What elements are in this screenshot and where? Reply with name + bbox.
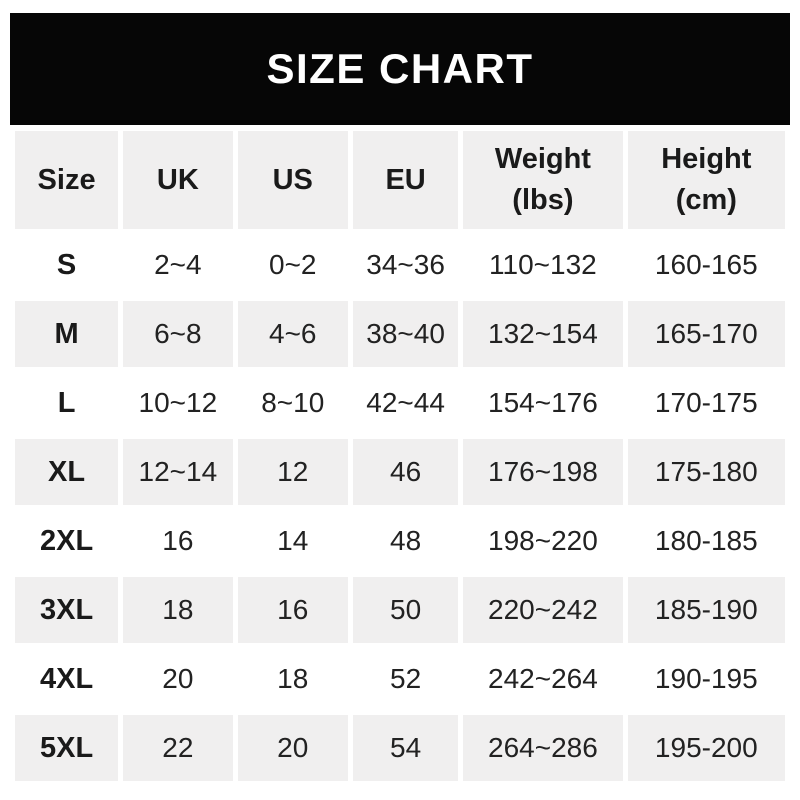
table-header-row: Size UK US EU Weight (lbs) Height (cm) (15, 131, 785, 229)
table-row: M 6~8 4~6 38~40 132~154 165-170 (15, 301, 785, 367)
size-chart-table: Size UK US EU Weight (lbs) Height (cm) S 2~4 0~2 3… (10, 128, 790, 784)
size-label-cell: 4XL (15, 646, 119, 712)
value-cell: 18 (237, 646, 348, 712)
size-label-cell: 2XL (15, 508, 119, 574)
value-cell: 20 (237, 715, 348, 781)
value-cell: 176~198 (463, 439, 623, 505)
title-banner: SIZE CHART (10, 13, 790, 125)
column-header: Size (15, 131, 119, 229)
value-cell: 48 (352, 508, 459, 574)
value-cell: 132~154 (463, 301, 623, 367)
value-cell: 12~14 (123, 439, 233, 505)
table-row: S 2~4 0~2 34~36 110~132 160-165 (15, 232, 785, 298)
value-cell: 16 (237, 577, 348, 643)
size-label-cell: XL (15, 439, 119, 505)
size-label-cell: 5XL (15, 715, 119, 781)
value-cell: 264~286 (463, 715, 623, 781)
value-cell: 154~176 (463, 370, 623, 436)
value-cell: 170-175 (627, 370, 785, 436)
table-body: S 2~4 0~2 34~36 110~132 160-165 M 6~8 4~6 38~40 13… (15, 232, 785, 781)
table-row: 5XL 22 20 54 264~286 195-200 (15, 715, 785, 781)
value-cell: 185-190 (627, 577, 785, 643)
value-cell: 42~44 (352, 370, 459, 436)
value-cell: 12 (237, 439, 348, 505)
column-header: Height (cm) (627, 131, 785, 229)
page-title: SIZE CHART (266, 45, 534, 92)
value-cell: 175-180 (627, 439, 785, 505)
column-header: EU (352, 131, 459, 229)
table-row: XL 12~14 12 46 176~198 175-180 (15, 439, 785, 505)
size-label-cell: S (15, 232, 119, 298)
value-cell: 160-165 (627, 232, 785, 298)
value-cell: 220~242 (463, 577, 623, 643)
value-cell: 180-185 (627, 508, 785, 574)
value-cell: 34~36 (352, 232, 459, 298)
value-cell: 14 (237, 508, 348, 574)
column-header: Weight (lbs) (463, 131, 623, 229)
value-cell: 50 (352, 577, 459, 643)
value-cell: 22 (123, 715, 233, 781)
table-row: L 10~12 8~10 42~44 154~176 170-175 (15, 370, 785, 436)
value-cell: 38~40 (352, 301, 459, 367)
column-header: UK (123, 131, 233, 229)
value-cell: 0~2 (237, 232, 348, 298)
value-cell: 190-195 (627, 646, 785, 712)
table-row: 3XL 18 16 50 220~242 185-190 (15, 577, 785, 643)
value-cell: 8~10 (237, 370, 348, 436)
column-header: US (237, 131, 348, 229)
value-cell: 52 (352, 646, 459, 712)
value-cell: 6~8 (123, 301, 233, 367)
table-row: 2XL 16 14 48 198~220 180-185 (15, 508, 785, 574)
value-cell: 242~264 (463, 646, 623, 712)
value-cell: 165-170 (627, 301, 785, 367)
size-label-cell: L (15, 370, 119, 436)
value-cell: 46 (352, 439, 459, 505)
size-label-cell: 3XL (15, 577, 119, 643)
value-cell: 18 (123, 577, 233, 643)
value-cell: 198~220 (463, 508, 623, 574)
value-cell: 4~6 (237, 301, 348, 367)
value-cell: 2~4 (123, 232, 233, 298)
value-cell: 110~132 (463, 232, 623, 298)
value-cell: 54 (352, 715, 459, 781)
value-cell: 20 (123, 646, 233, 712)
value-cell: 16 (123, 508, 233, 574)
size-label-cell: M (15, 301, 119, 367)
value-cell: 10~12 (123, 370, 233, 436)
table-row: 4XL 20 18 52 242~264 190-195 (15, 646, 785, 712)
value-cell: 195-200 (627, 715, 785, 781)
